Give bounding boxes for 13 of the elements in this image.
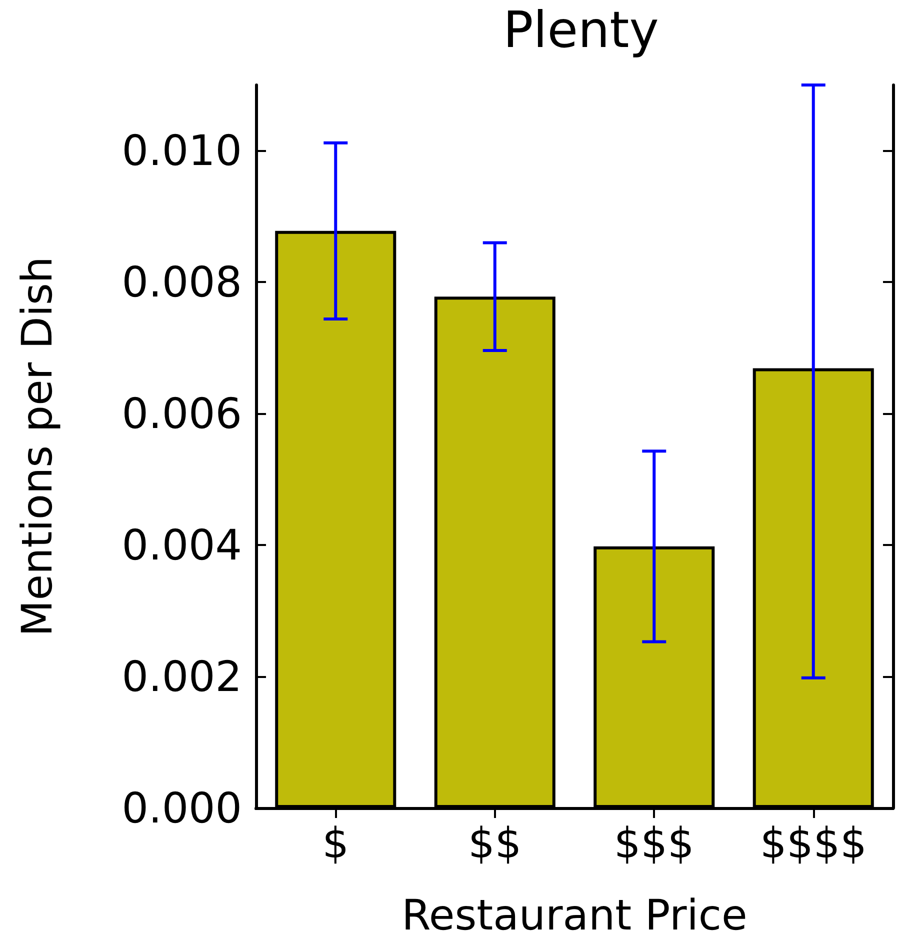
x-tick-label: $$$$ [760,818,867,868]
y-tick-label: 0.010 [122,126,242,176]
x-axis-title: Restaurant Price [402,890,748,940]
y-tick-label: 0.008 [122,258,242,307]
y-tick-label: 0.004 [122,520,242,570]
x-tick-label: $$ [468,818,522,868]
chart-title: Plenty [503,1,659,59]
y-tick-label: 0.002 [122,652,242,702]
y-axis-title: Mentions per Dish [12,256,62,637]
y-tick-label: 0.006 [122,389,242,438]
y-tick-label: 0.000 [122,784,242,832]
x-tick-label: $ [322,818,349,868]
x-tick-label: $$$ [614,818,694,868]
